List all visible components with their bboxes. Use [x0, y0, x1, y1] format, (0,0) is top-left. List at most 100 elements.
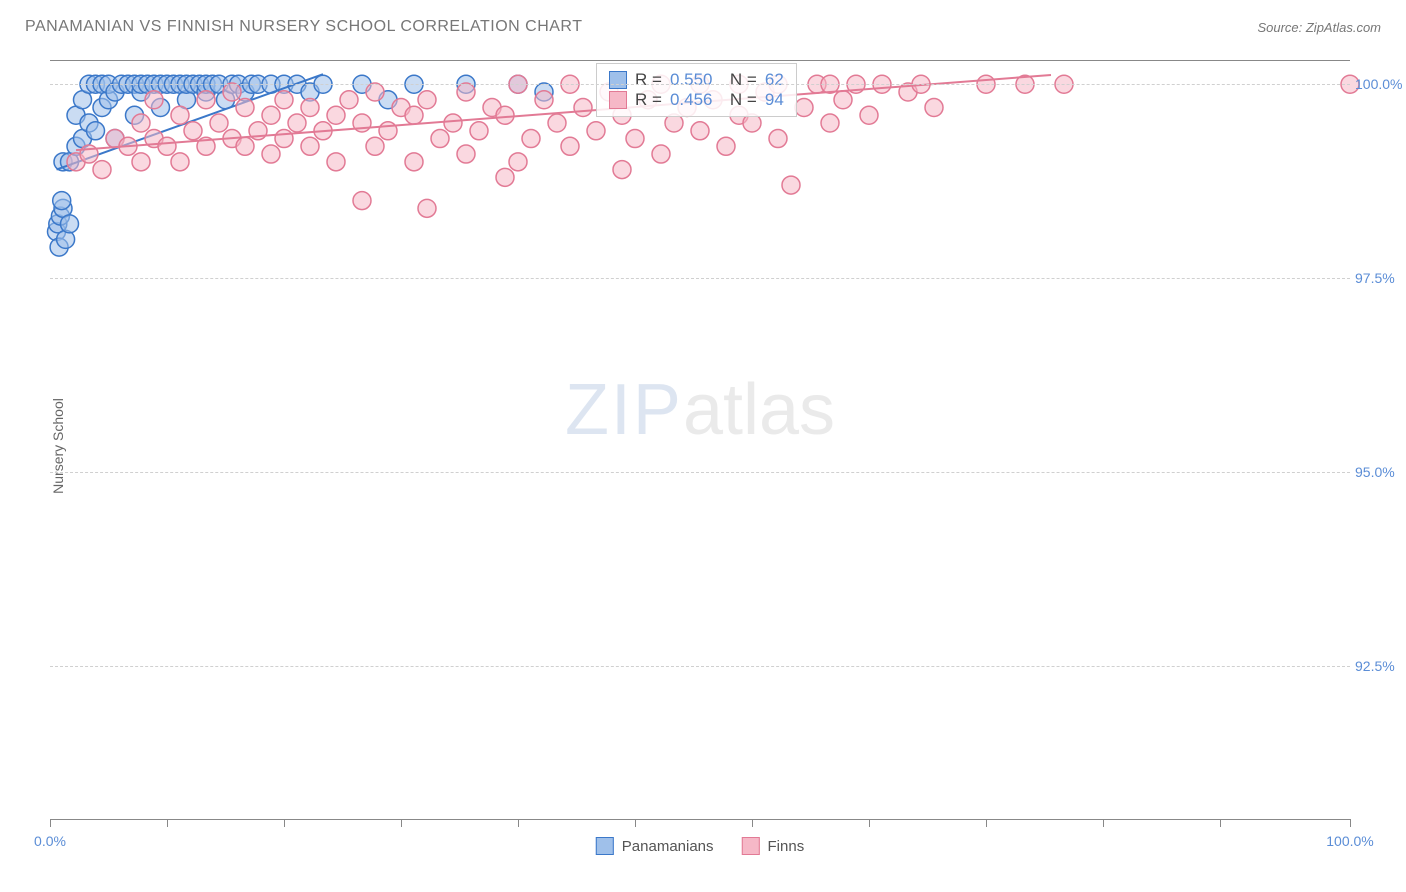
grid-line: [50, 666, 1350, 667]
data-point: [53, 192, 71, 210]
legend-r-label: R =: [635, 70, 662, 90]
legend-swatch: [596, 837, 614, 855]
data-point: [457, 83, 475, 101]
data-point: [470, 122, 488, 140]
data-point: [61, 215, 79, 233]
data-point: [171, 106, 189, 124]
x-tick-label: 0.0%: [34, 833, 66, 849]
data-point: [301, 137, 319, 155]
data-point: [925, 99, 943, 117]
data-point: [327, 153, 345, 171]
data-point: [834, 91, 852, 109]
x-tick: [1220, 819, 1221, 827]
data-point: [860, 106, 878, 124]
data-point: [93, 161, 111, 179]
data-point: [366, 83, 384, 101]
data-point: [496, 168, 514, 186]
data-point: [275, 91, 293, 109]
data-point: [288, 114, 306, 132]
legend-n-label: N =: [720, 90, 756, 110]
data-point: [379, 122, 397, 140]
data-point: [327, 106, 345, 124]
data-point: [301, 99, 319, 117]
data-point: [366, 137, 384, 155]
x-tick-label: 100.0%: [1326, 833, 1373, 849]
x-tick: [869, 819, 870, 827]
x-tick: [1350, 819, 1351, 827]
data-point: [184, 122, 202, 140]
legend-n-label: N =: [720, 70, 756, 90]
y-tick-label: 92.5%: [1355, 658, 1395, 674]
legend-r-value: 0.456: [670, 90, 713, 110]
legend-swatch: [609, 91, 627, 109]
data-point: [132, 153, 150, 171]
data-point: [431, 130, 449, 148]
data-point: [795, 99, 813, 117]
legend-item: Finns: [742, 837, 805, 855]
data-point: [210, 114, 228, 132]
data-point: [262, 106, 280, 124]
data-point: [574, 99, 592, 117]
data-point: [626, 130, 644, 148]
data-point: [769, 130, 787, 148]
data-point: [145, 91, 163, 109]
legend-n-value: 62: [765, 70, 784, 90]
data-point: [418, 199, 436, 217]
data-point: [496, 106, 514, 124]
x-tick: [1103, 819, 1104, 827]
scatter-svg: [50, 61, 1350, 819]
data-point: [418, 91, 436, 109]
x-tick: [518, 819, 519, 827]
data-point: [717, 137, 735, 155]
y-tick-label: 100.0%: [1355, 76, 1402, 92]
data-point: [171, 153, 189, 171]
grid-line: [50, 278, 1350, 279]
x-tick: [986, 819, 987, 827]
legend-n-value: 94: [765, 90, 784, 110]
legend-label: Finns: [768, 838, 805, 855]
legend-series: Panamanians Finns: [596, 837, 804, 855]
y-tick-label: 95.0%: [1355, 464, 1395, 480]
legend-r-label: R =: [635, 90, 662, 110]
data-point: [535, 91, 553, 109]
data-point: [652, 145, 670, 163]
x-tick: [167, 819, 168, 827]
data-point: [782, 176, 800, 194]
y-tick-label: 97.5%: [1355, 270, 1395, 286]
data-point: [197, 91, 215, 109]
data-point: [405, 153, 423, 171]
data-point: [262, 145, 280, 163]
data-point: [691, 122, 709, 140]
data-point: [587, 122, 605, 140]
data-point: [223, 83, 241, 101]
data-point: [236, 137, 254, 155]
chart-header: PANAMANIAN VS FINNISH NURSERY SCHOOL COR…: [25, 18, 1381, 36]
legend-swatch: [742, 837, 760, 855]
data-point: [821, 114, 839, 132]
data-point: [405, 106, 423, 124]
grid-line: [50, 84, 1350, 85]
data-point: [613, 161, 631, 179]
data-point: [236, 99, 254, 117]
grid-line: [50, 472, 1350, 473]
data-point: [132, 114, 150, 132]
plot-area: ZIPatlas R = 0.550 N = 62R = 0.456 N = 9…: [50, 60, 1350, 820]
legend-item: Panamanians: [596, 837, 714, 855]
data-point: [275, 130, 293, 148]
legend-stats: R = 0.550 N = 62R = 0.456 N = 94: [596, 63, 797, 117]
x-tick: [284, 819, 285, 827]
x-tick: [752, 819, 753, 827]
chart-title: PANAMANIAN VS FINNISH NURSERY SCHOOL COR…: [25, 18, 582, 36]
legend-stats-row: R = 0.550 N = 62: [609, 70, 784, 90]
data-point: [87, 122, 105, 140]
legend-label: Panamanians: [622, 838, 714, 855]
x-tick: [635, 819, 636, 827]
data-point: [353, 192, 371, 210]
data-point: [522, 130, 540, 148]
data-point: [457, 145, 475, 163]
data-point: [444, 114, 462, 132]
data-point: [548, 114, 566, 132]
data-point: [158, 137, 176, 155]
data-point: [340, 91, 358, 109]
x-tick: [50, 819, 51, 827]
